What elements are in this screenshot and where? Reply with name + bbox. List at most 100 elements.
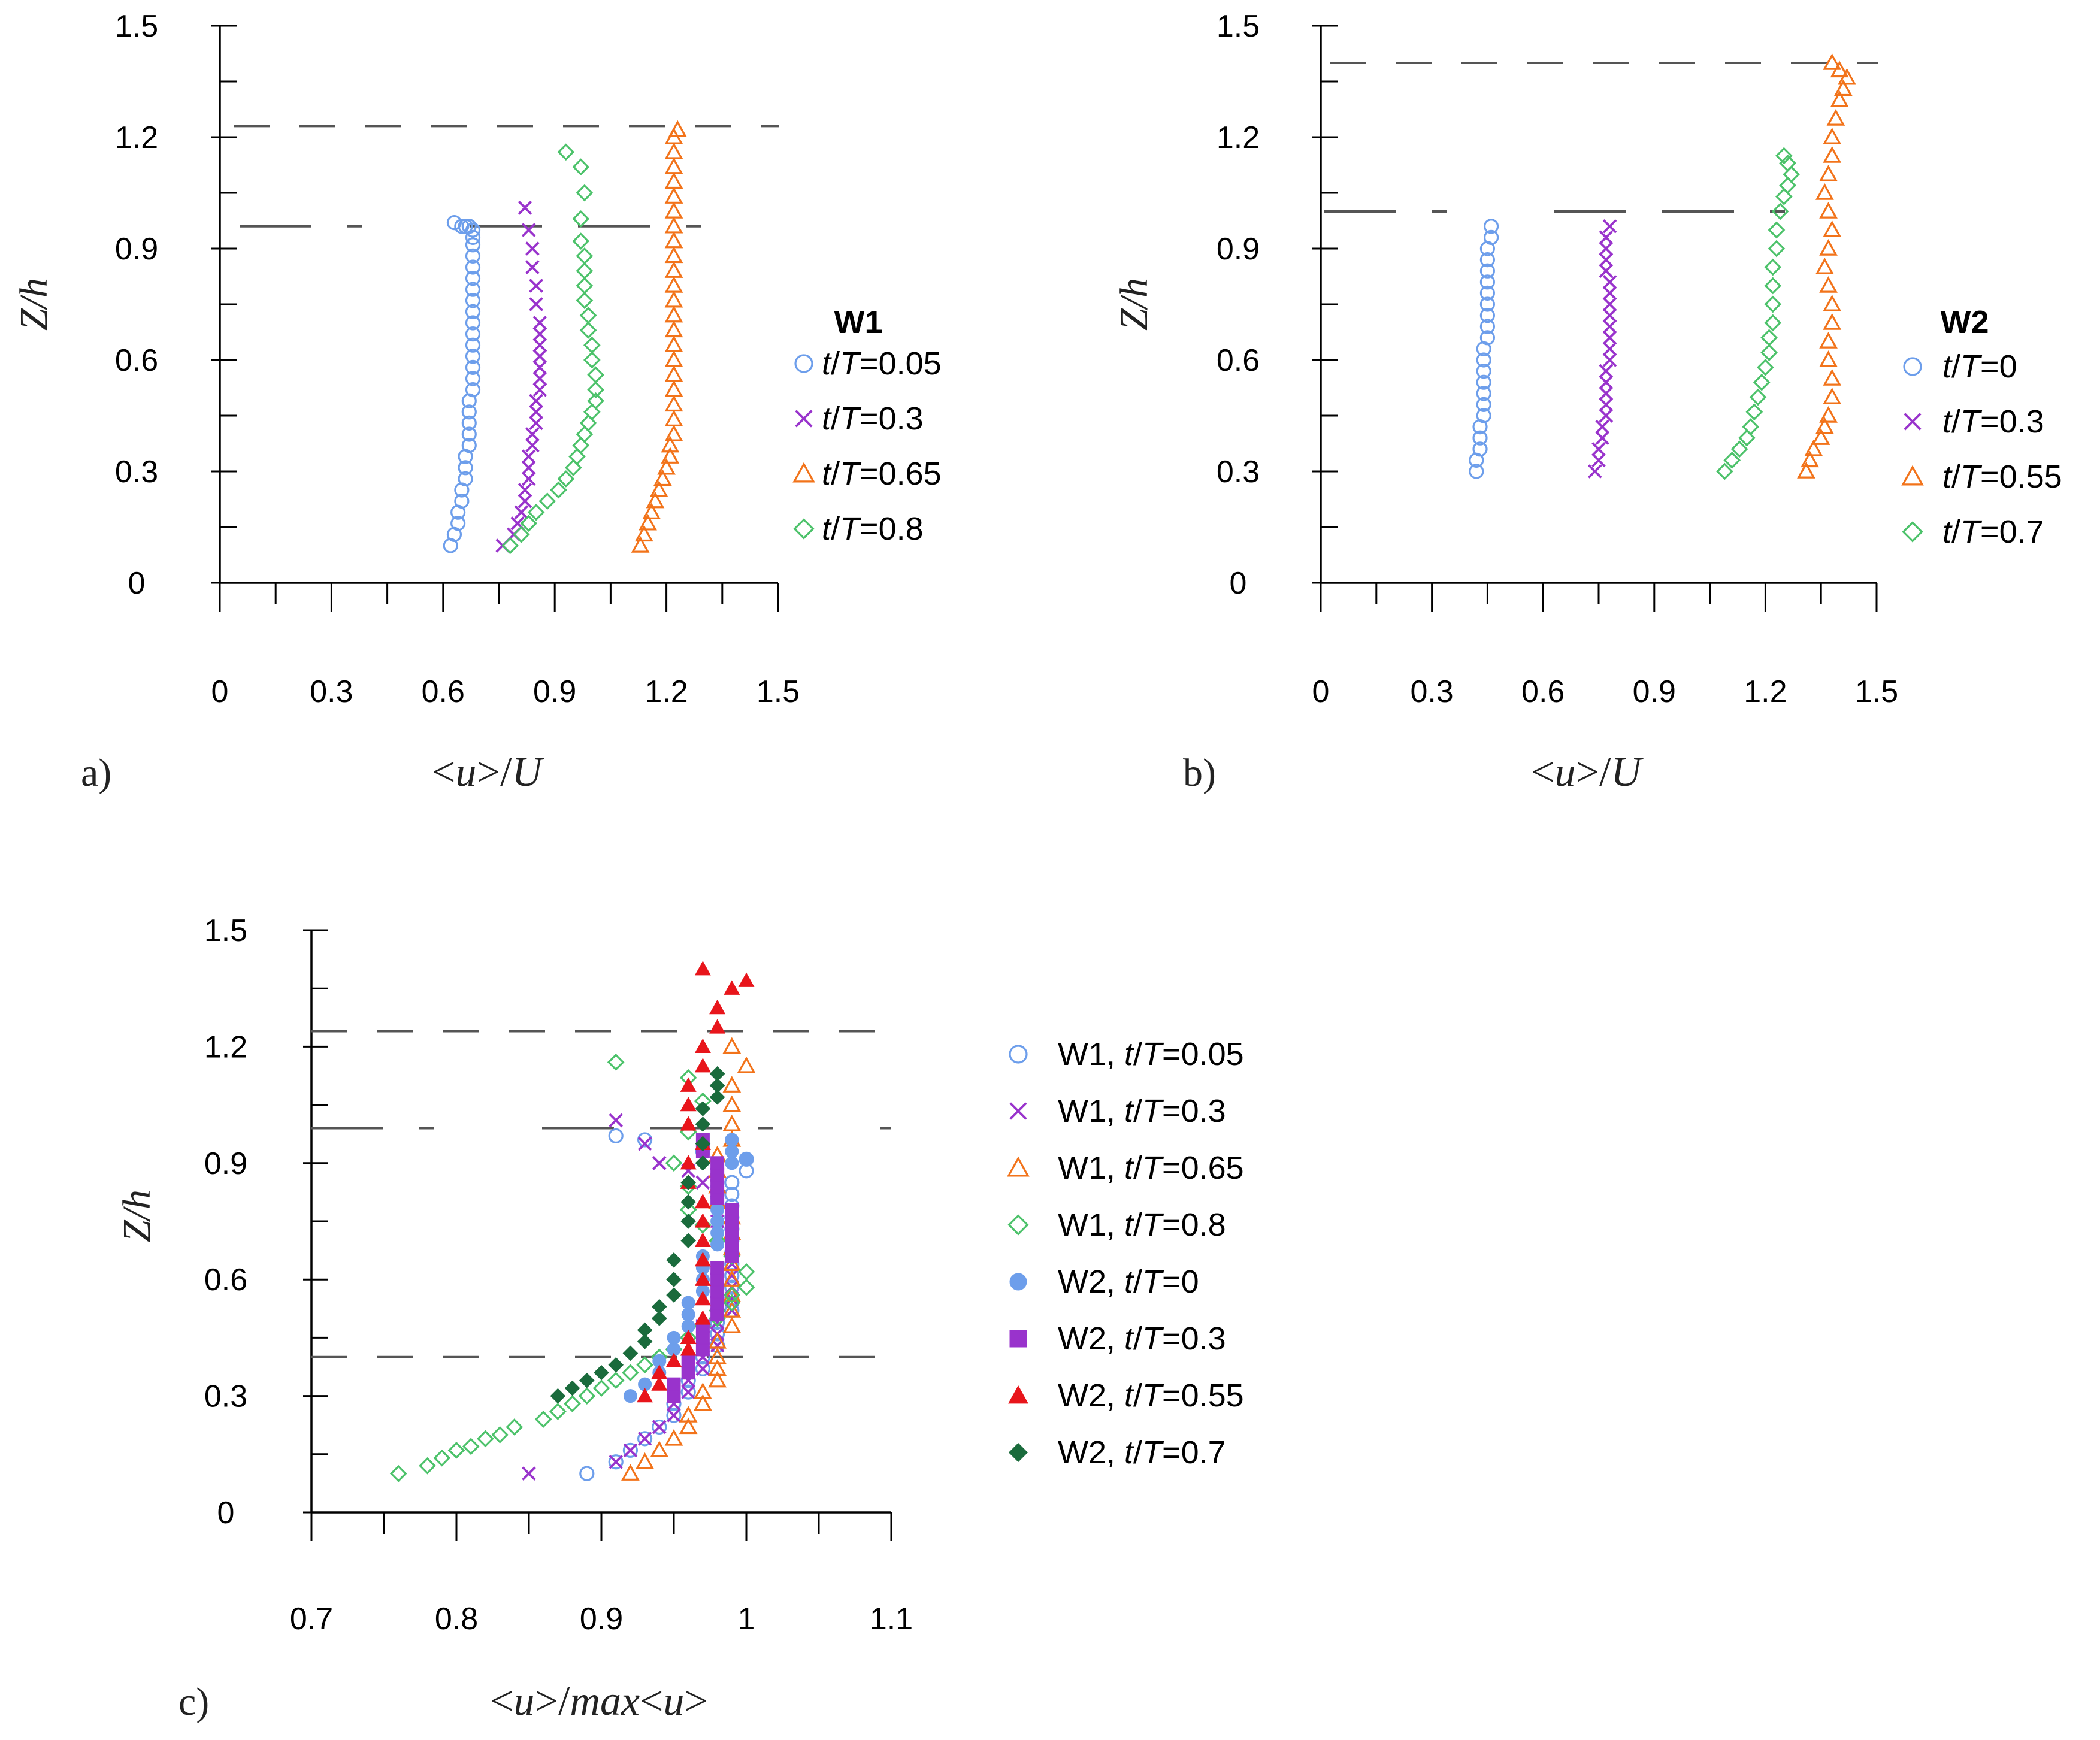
legend-entry: W2, t/T=0 [1058,1264,1199,1300]
data-point [664,231,683,249]
data-point [1801,450,1820,468]
legend-marker [1009,1102,1027,1120]
series-purple [495,201,547,553]
data-point [725,1214,739,1228]
data-point [1479,296,1495,312]
data-point [695,1175,710,1190]
x-tick-label: 0.8 [435,1602,478,1636]
data-point [458,471,473,487]
data-point [680,1077,697,1092]
y-axis-label: Z/h [1112,278,1156,331]
data-point [680,1214,697,1229]
data-point [664,1429,683,1446]
data-point [661,447,680,464]
data-point [529,405,543,419]
data-point [450,516,466,531]
data-point [653,469,672,486]
data-point [1599,408,1614,423]
legend-title: W2 [1941,304,1989,340]
data-point [694,1058,711,1073]
data-point [710,1284,725,1299]
data-point [1823,295,1842,311]
data-point [532,371,547,386]
data-point [1588,464,1602,479]
data-point [681,1354,695,1368]
series-orange [631,120,687,553]
data-point [525,438,540,453]
data-point [1602,219,1617,234]
data-point [521,449,536,464]
data-point [465,371,481,386]
data-point [709,999,726,1015]
panel-label: c) [178,1680,209,1724]
panel-label: a) [81,751,111,795]
data-point [665,1154,683,1172]
data-point [710,1225,725,1240]
y-axis-label: Z/h [12,278,56,331]
data-point [462,1438,480,1455]
data-point [1472,430,1488,446]
data-point [1797,462,1815,479]
data-point [709,1078,725,1094]
data-point [725,1225,739,1240]
data-point [650,1441,669,1458]
data-point [1591,453,1606,468]
data-point [710,1214,725,1228]
data-point [664,395,683,412]
x-tick-label: 1.2 [1744,674,1787,709]
y-tick-label: 1.5 [115,9,158,44]
x-axis-label: <u>/U [1531,749,1644,795]
x-tick-label: 1.5 [757,674,800,709]
data-point [1819,165,1838,181]
data-point [1811,428,1830,445]
series-purple [667,1133,739,1403]
data-point [680,1233,697,1249]
x-tick-label: 0.3 [1410,674,1453,709]
data-point [491,1426,509,1444]
data-point [1602,353,1617,367]
series-blue [1469,219,1499,479]
data-point [695,1136,711,1152]
data-point [724,1187,740,1202]
data-point [454,493,470,509]
data-point [1823,146,1842,163]
data-point [695,1155,711,1171]
x-tick-label: 0.6 [1521,674,1565,709]
y-tick-label: 0 [128,566,146,601]
data-point [708,1332,727,1349]
legend-marker [792,462,815,483]
data-point [572,232,590,250]
data-point [710,1261,725,1275]
data-point [1768,221,1786,239]
y-tick-label: 0.9 [1217,232,1260,267]
y-tick-label: 0.3 [1217,455,1260,489]
data-point [723,1286,741,1304]
data-point [666,1287,682,1303]
data-point [521,223,536,237]
x-axis-label: <u>/max<u> [490,1678,708,1724]
data-point [694,961,711,976]
data-point [680,1384,696,1400]
data-point [1764,314,1782,332]
data-point [522,1466,536,1481]
data-point [564,459,582,477]
data-point [446,215,462,231]
data-point [725,1249,739,1263]
data-point [1823,313,1842,330]
data-point [657,458,676,475]
data-point [664,172,683,189]
data-point [564,1380,580,1396]
data-point [461,404,477,420]
data-point [1599,397,1614,412]
data-point [465,259,481,275]
data-point [681,1296,695,1310]
data-point [639,513,657,531]
data-point [521,471,536,486]
data-point [694,1213,711,1228]
data-point [1738,429,1756,447]
data-point [724,980,740,995]
data-point [631,536,650,553]
data-point [433,1449,451,1467]
data-point [695,1101,711,1116]
data-point [694,1232,711,1248]
